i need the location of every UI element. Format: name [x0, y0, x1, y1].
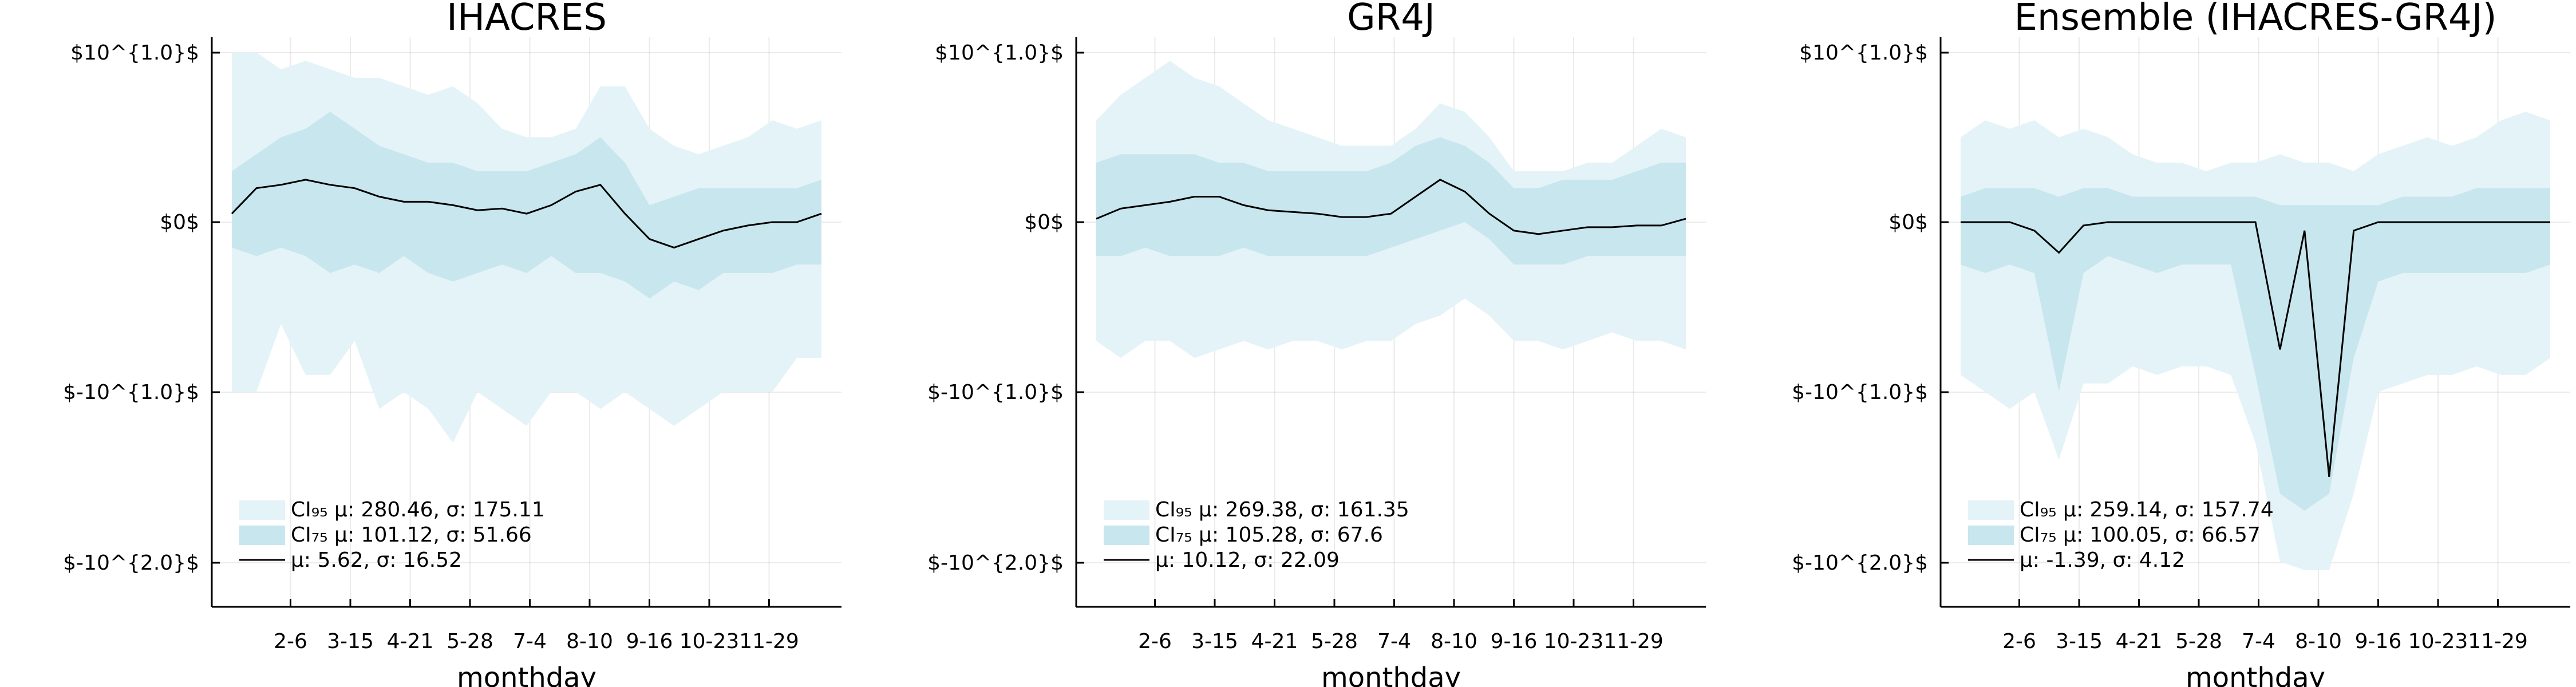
x-tick-label: 11-29: [2468, 630, 2528, 653]
legend-entry: CI₉₅ μ: 280.46, σ: 175.11: [291, 498, 545, 522]
y-tick-label: $-10^{1.0}$: [927, 381, 1064, 404]
ci75-band: [1096, 137, 1686, 265]
y-tick-label: $0$: [160, 211, 199, 234]
y-tick-label: $0$: [1888, 211, 1928, 234]
legend-entry: μ: 5.62, σ: 16.52: [291, 548, 462, 572]
subplot-1: $10^{1.0}$ $0$ $-10^{1.0}$ $-10^{2.0}$ 2-6 3-…: [63, 0, 841, 687]
x-tick-label: 9-16: [626, 630, 673, 653]
subplot-3: $10^{1.0}$ $0$ $-10^{1.0}$ $-10^{2.0}$ 2-6 3-…: [1792, 0, 2570, 687]
x-tick-label: 3-15: [327, 630, 374, 653]
legend-entry: μ: 10.12, σ: 22.09: [1155, 548, 1340, 572]
subplot-title: IHACRES: [447, 0, 607, 39]
x-tick-label: 10-23: [2408, 630, 2468, 653]
x-tick-label: 9-16: [1491, 630, 1538, 653]
legend-entry: μ: -1.39, σ: 4.12: [2020, 548, 2185, 572]
ci75-band: [1961, 188, 2550, 511]
x-tick-label: 8-10: [2295, 630, 2342, 653]
subplot-title: Ensemble (IHACRES-GR4J): [2014, 0, 2496, 39]
legend-entry: CI₇₅ μ: 105.28, σ: 67.6: [1155, 523, 1383, 547]
legend-swatch: [1968, 526, 2014, 545]
legend-swatch: [239, 500, 285, 520]
y-tick-label: $-10^{2.0}$: [1792, 551, 1928, 575]
ci75-band: [232, 112, 821, 299]
x-axis-label: monthday: [457, 662, 596, 687]
x-tick-label: 5-28: [1311, 630, 1358, 653]
y-tick-label: $-10^{2.0}$: [63, 551, 199, 575]
legend-swatch: [1104, 526, 1149, 545]
y-tick-label: $10^{1.0}$: [1799, 41, 1928, 65]
x-tick-label: 2-6: [1138, 630, 1172, 653]
legend-entry: CI₇₅ μ: 100.05, σ: 66.57: [2020, 523, 2261, 547]
x-tick-label: 11-29: [739, 630, 799, 653]
x-tick-label: 10-23: [679, 630, 740, 653]
x-tick-label: 3-15: [1191, 630, 1238, 653]
legend-entry: CI₉₅ μ: 259.14, σ: 157.74: [2020, 498, 2274, 522]
x-tick-label: 7-4: [513, 630, 547, 653]
legend-entry: CI₉₅ μ: 269.38, σ: 161.35: [1155, 498, 1409, 522]
x-axis-label: monthday: [1321, 662, 1461, 687]
x-tick-label: 2-6: [2002, 630, 2036, 653]
x-tick-label: 7-4: [2242, 630, 2275, 653]
y-tick-label: $10^{1.0}$: [70, 41, 199, 65]
y-tick-label: $10^{1.0}$: [935, 41, 1064, 65]
x-tick-label: 8-10: [1431, 630, 1477, 653]
x-tick-label: 4-21: [2116, 630, 2163, 653]
subplot-2: $10^{1.0}$ $0$ $-10^{1.0}$ $-10^{2.0}$ 2-6 3-…: [927, 0, 1706, 687]
x-tick-label: 5-28: [2175, 630, 2222, 653]
y-tick-label: $-10^{1.0}$: [63, 381, 199, 404]
mean-line: [1096, 179, 1686, 235]
x-tick-label: 10-23: [1544, 630, 1604, 653]
x-tick-label: 4-21: [387, 630, 434, 653]
x-tick-label: 11-29: [1603, 630, 1664, 653]
x-tick-label: 3-15: [2056, 630, 2103, 653]
legend-swatch: [1968, 500, 2014, 520]
mean-line: [231, 179, 822, 249]
legend-entry: CI₇₅ μ: 101.12, σ: 51.66: [291, 523, 532, 547]
legend-swatch: [239, 526, 285, 545]
y-tick-label: $-10^{2.0}$: [927, 551, 1064, 575]
x-tick-label: 2-6: [274, 630, 307, 653]
x-tick-label: 9-16: [2355, 630, 2402, 653]
y-tick-label: $-10^{1.0}$: [1792, 381, 1928, 404]
x-tick-label: 4-21: [1251, 630, 1298, 653]
mean-line: [1961, 221, 2550, 477]
x-tick-label: 8-10: [566, 630, 613, 653]
x-axis-label: monthday: [2186, 662, 2325, 687]
x-tick-label: 5-28: [447, 630, 493, 653]
legend-swatch: [1104, 500, 1149, 520]
subplot-title: GR4J: [1347, 0, 1435, 39]
y-tick-label: $0$: [1024, 211, 1064, 234]
x-tick-label: 7-4: [1377, 630, 1411, 653]
